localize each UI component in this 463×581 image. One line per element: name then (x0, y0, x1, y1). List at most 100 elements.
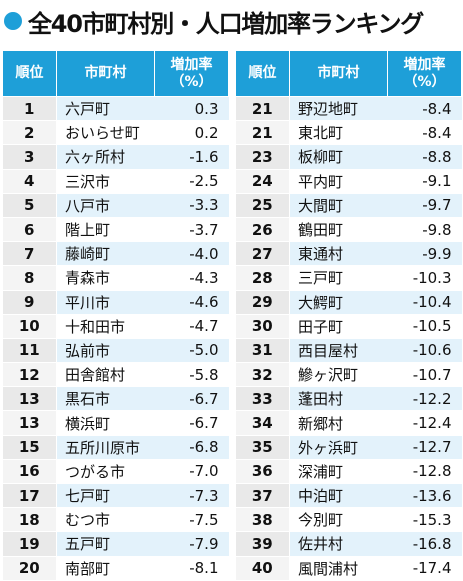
municipality-cell: 南部町 (56, 556, 155, 581)
rank-cell: 19 (2, 531, 57, 557)
rate-cell: -10.3 (387, 265, 462, 291)
municipality-cell: 大間町 (289, 193, 388, 218)
rank-cell: 17 (2, 483, 57, 509)
rank-cell: 4 (2, 169, 57, 194)
header-rate-label: 増加率 (170, 56, 213, 73)
table-row: 36 深浦町 -12.8 (235, 459, 462, 485)
table-row: 39 佐井村 -16.8 (235, 531, 462, 557)
header-name: 市町村 (289, 50, 388, 97)
rate-cell: -12.4 (387, 410, 462, 436)
header-rate-unit: （%） (170, 73, 213, 90)
rank-cell: 2 (2, 120, 57, 146)
title-bar: 全40市町村別・人口増加率ランキング (4, 2, 459, 40)
municipality-cell: 板柳町 (289, 144, 388, 170)
rate-cell: -4.6 (154, 290, 229, 315)
rate-cell: -17.4 (387, 556, 462, 581)
rate-cell: -7.9 (154, 531, 229, 557)
table-row: 21 野辺地町 -8.4 (235, 96, 462, 122)
rate-cell: -10.4 (387, 290, 462, 315)
table-header-row: 順位 市町村 増加率 （%） (2, 50, 229, 97)
municipality-cell: 黒石市 (56, 386, 155, 412)
rate-cell: -9.7 (387, 193, 462, 218)
ranking-body-right: 21 野辺地町 -8.4 21 東北町 -8.4 23 板柳町 -8.8 24 平内町 -9.1 25 大… (235, 96, 462, 581)
ranking-table-left: 順位 市町村 増加率 （%） 1 六戸町 0.3 2 おいらせ町 0.2 3 六ヶ所村 -1.6 4… (2, 50, 229, 581)
rate-cell: -8.4 (387, 120, 462, 146)
table-row: 33 蓬田村 -12.2 (235, 386, 462, 412)
table-row: 25 大間町 -9.7 (235, 193, 462, 218)
rate-cell: -4.3 (154, 265, 229, 291)
rate-cell: 0.2 (154, 120, 229, 146)
rank-cell: 29 (235, 290, 290, 315)
rate-cell: -12.7 (387, 435, 462, 460)
municipality-cell: 青森市 (56, 265, 155, 291)
municipality-cell: 三戸町 (289, 265, 388, 291)
municipality-cell: 新郷村 (289, 410, 388, 436)
page-title: 全40市町村別・人口増加率ランキング (28, 9, 424, 38)
rate-cell: -16.8 (387, 531, 462, 557)
rate-cell: -4.0 (154, 241, 229, 267)
rate-cell: -5.8 (154, 362, 229, 388)
municipality-cell: 田舎館村 (56, 362, 155, 388)
rate-cell: -6.7 (154, 410, 229, 436)
table-row: 26 鶴田町 -9.8 (235, 217, 462, 243)
table-row: 19 五戸町 -7.9 (2, 531, 229, 557)
rank-cell: 28 (235, 265, 290, 291)
table-row: 38 今別町 -15.3 (235, 507, 462, 533)
rate-cell: -8.8 (387, 144, 462, 170)
table-row: 11 弘前市 -5.0 (2, 338, 229, 364)
municipality-cell: 中泊町 (289, 483, 388, 509)
table-row: 29 大鰐町 -10.4 (235, 290, 462, 315)
municipality-cell: 野辺地町 (289, 96, 388, 122)
rate-cell: -7.3 (154, 483, 229, 509)
municipality-cell: 外ヶ浜町 (289, 435, 388, 460)
ranking-table-right: 順位 市町村 増加率 （%） 21 野辺地町 -8.4 21 東北町 -8.4 23 板柳町 -8… (235, 50, 462, 581)
header-rank: 順位 (235, 50, 290, 97)
rank-cell: 30 (235, 314, 290, 339)
table-row: 30 田子町 -10.5 (235, 314, 462, 339)
rank-cell: 1 (2, 96, 57, 122)
rank-cell: 25 (235, 193, 290, 218)
rate-cell: -12.2 (387, 386, 462, 412)
table-row: 3 六ヶ所村 -1.6 (2, 144, 229, 170)
rank-cell: 21 (235, 120, 290, 146)
header-rate: 増加率 （%） (387, 50, 462, 97)
municipality-cell: むつ市 (56, 507, 155, 533)
table-row: 7 藤崎町 -4.0 (2, 241, 229, 267)
rank-cell: 36 (235, 459, 290, 485)
table-row: 9 平川市 -4.6 (2, 290, 229, 315)
rate-cell: -9.8 (387, 217, 462, 243)
rate-cell: -7.5 (154, 507, 229, 533)
table-row: 31 西目屋村 -10.6 (235, 338, 462, 364)
table-row: 2 おいらせ町 0.2 (2, 120, 229, 146)
municipality-cell: 西目屋村 (289, 338, 388, 364)
rate-cell: -3.3 (154, 193, 229, 218)
municipality-cell: 平内町 (289, 169, 388, 194)
rank-cell: 10 (2, 314, 57, 339)
rate-cell: -6.7 (154, 386, 229, 412)
municipality-cell: 田子町 (289, 314, 388, 339)
rate-cell: -9.1 (387, 169, 462, 194)
rank-cell: 5 (2, 193, 57, 218)
municipality-cell: 東北町 (289, 120, 388, 146)
rank-cell: 33 (235, 386, 290, 412)
table-row: 1 六戸町 0.3 (2, 96, 229, 122)
rate-cell: -7.0 (154, 459, 229, 485)
table-row: 8 青森市 -4.3 (2, 265, 229, 291)
table-row: 37 中泊町 -13.6 (235, 483, 462, 509)
header-rate-unit: （%） (403, 73, 446, 90)
rank-cell: 23 (235, 144, 290, 170)
rank-cell: 13 (2, 386, 57, 412)
municipality-cell: 深浦町 (289, 459, 388, 485)
rate-cell: -8.4 (387, 96, 462, 122)
table-row: 27 東通村 -9.9 (235, 241, 462, 267)
header-rank: 順位 (2, 50, 57, 97)
table-row: 15 五所川原市 -6.8 (2, 435, 229, 460)
table-row: 35 外ヶ浜町 -12.7 (235, 435, 462, 460)
rank-cell: 6 (2, 217, 57, 243)
header-name: 市町村 (56, 50, 155, 97)
table-row: 17 七戸町 -7.3 (2, 483, 229, 509)
rate-cell: -2.5 (154, 169, 229, 194)
rank-cell: 32 (235, 362, 290, 388)
header-rate: 増加率 （%） (154, 50, 229, 97)
rank-cell: 13 (2, 410, 57, 436)
